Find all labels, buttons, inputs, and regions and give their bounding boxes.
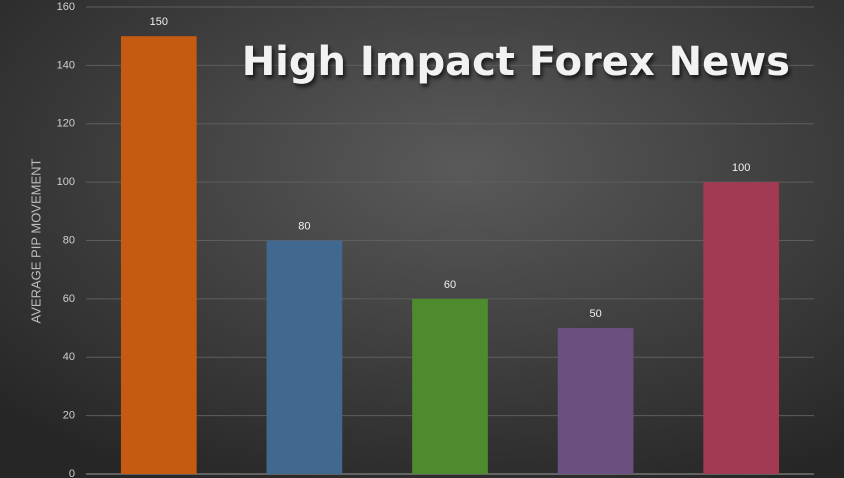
value-label: 50: [589, 308, 601, 320]
y-tick-label: 100: [57, 176, 75, 188]
bar: [703, 182, 780, 474]
y-tick-label: 140: [57, 59, 75, 71]
y-tick-label: 160: [57, 1, 75, 13]
value-label: 100: [732, 162, 750, 174]
chart-title: High Impact Forex News: [242, 39, 790, 85]
bar: [266, 240, 343, 474]
y-axis-label: AVERAGE PIP MOVEMENT: [28, 158, 43, 323]
y-tick-label: 120: [57, 118, 75, 130]
bar: [412, 298, 488, 474]
y-tick-label: 20: [63, 410, 75, 422]
y-tick-label: 40: [63, 351, 75, 363]
value-label: 60: [444, 279, 456, 291]
y-tick-label: 80: [63, 234, 75, 246]
bar: [557, 328, 634, 474]
y-tick-label: 60: [63, 293, 75, 305]
y-tick-label: 0: [69, 468, 75, 478]
plot-area: 0 20 40 60 80 100 120 140 160 150 80 60 50 100: [57, 1, 814, 478]
bar: [120, 36, 197, 474]
value-label: 150: [150, 16, 168, 28]
value-label: 80: [298, 220, 310, 232]
